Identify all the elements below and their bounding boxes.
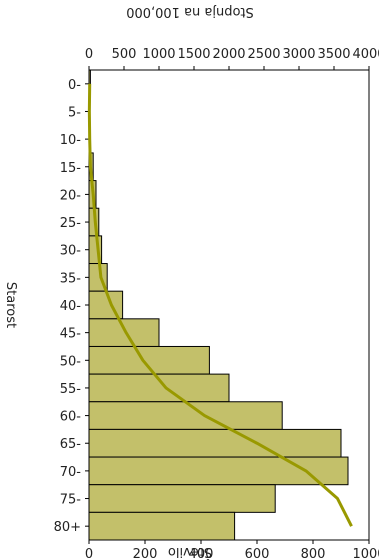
right-y-tick-label: 2500 <box>247 47 280 62</box>
x-tick-label: 20- <box>60 188 82 203</box>
x-tick-label: 15- <box>60 161 82 176</box>
rate-line <box>87 83 353 527</box>
right-y-tick-label: 0 <box>85 47 93 62</box>
x-tick-label: 10- <box>60 133 82 148</box>
line-layer <box>87 83 353 527</box>
x-axis-title: Starost <box>3 282 18 328</box>
left-y-tick-label: 200 <box>133 547 158 560</box>
x-tick-label: 70- <box>60 465 82 480</box>
right-y-ticks-group: 0 500 1000150020002500300035004000 <box>85 47 379 70</box>
x-tick-label: 5- <box>68 105 81 120</box>
x-tick-label: 50- <box>60 354 82 369</box>
rotated-chart-group: 0- 5- 10- 15- 20- 25- 30- 35- 40- 45- 50- 55- 60- 65-… <box>3 47 379 560</box>
x-tick-label: 75- <box>60 493 82 508</box>
right-y-tick-label: 3500 <box>317 47 350 62</box>
bars-group <box>88 69 349 541</box>
x-tick-label: 40- <box>60 299 82 314</box>
left-y-ticks-group: 0 200 400 600 800 1000 <box>85 540 379 560</box>
left-y-tick-label: 1000 <box>352 547 379 560</box>
right-y-tick-label: 1500 <box>177 47 210 62</box>
bar <box>88 318 160 347</box>
left-y-tick-label: 800 <box>301 547 326 560</box>
x-tick-label: 60- <box>60 410 82 425</box>
bar <box>88 484 276 513</box>
right-y-axis-title: Stopnja na 100,000 <box>126 4 254 19</box>
bar <box>88 401 283 430</box>
bar <box>88 428 342 458</box>
bar <box>88 456 349 486</box>
right-y-tick-label: 500 <box>112 47 137 62</box>
x-tick-label: 0- <box>68 78 81 93</box>
left-y-tick-label: 0 <box>85 547 93 560</box>
x-tick-label: 80+ <box>54 520 81 535</box>
x-tick-label: 35- <box>60 271 82 286</box>
right-y-tick-label: 2000 <box>212 47 245 62</box>
x-tick-label: 25- <box>60 216 82 231</box>
left-y-tick-label: 600 <box>245 547 270 560</box>
left-y-axis-title: Število <box>168 544 212 560</box>
x-tick-label: 65- <box>60 437 82 452</box>
left-y-tick-label: 400 <box>189 547 214 560</box>
right-y-tick-label: 1000 <box>142 47 175 62</box>
right-y-tick-label: 4000 <box>352 47 379 62</box>
x-ticks-group: 0- 5- 10- 15- 20- 25- 30- 35- 40- 45- 50- 55- 60- 65-… <box>54 78 89 535</box>
bar <box>88 511 236 541</box>
x-tick-label: 55- <box>60 382 82 397</box>
x-tick-label: 30- <box>60 244 82 259</box>
x-tick-label: 45- <box>60 327 82 342</box>
right-y-tick-label: 3000 <box>282 47 315 62</box>
